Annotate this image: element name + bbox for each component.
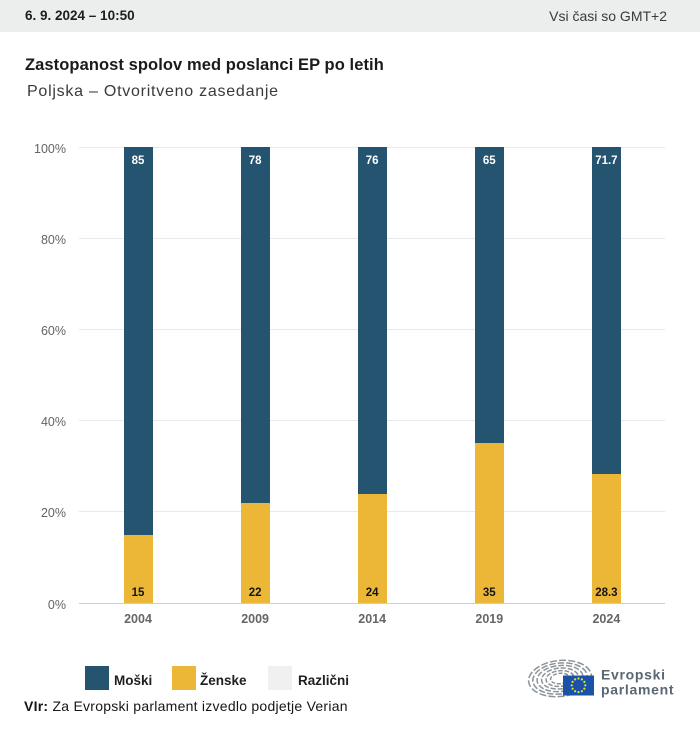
svg-text:Evropski: Evropski xyxy=(601,667,666,683)
svg-text:parlament: parlament xyxy=(601,682,674,698)
